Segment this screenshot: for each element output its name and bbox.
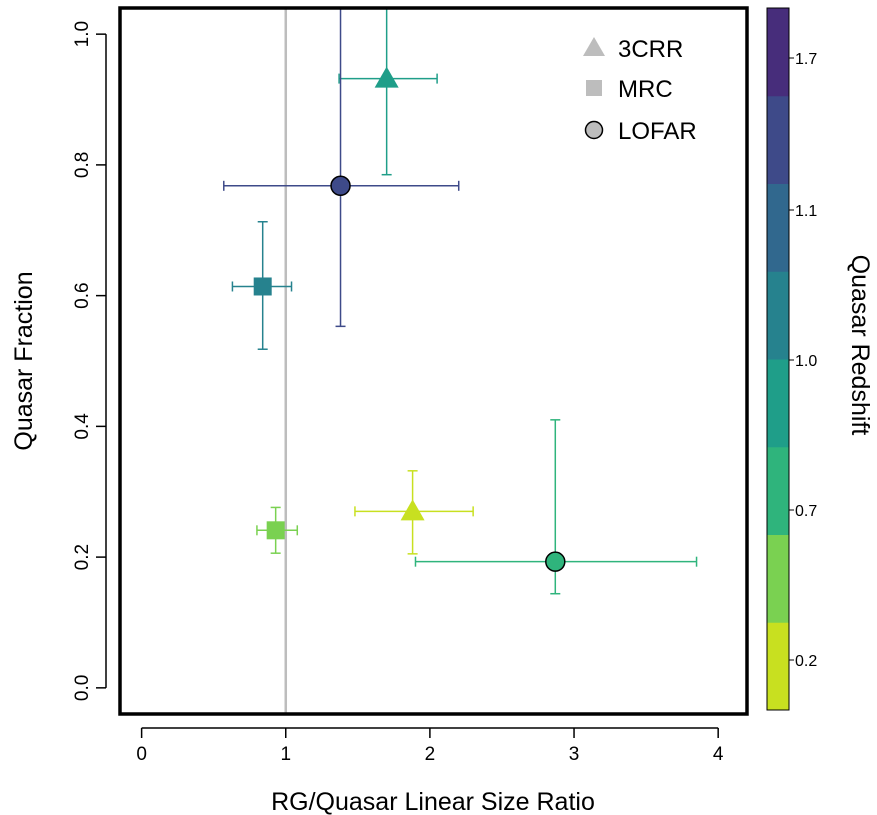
- y-axis: 0.0 0.2 0.4 0.6 0.8 1.0: [72, 21, 106, 701]
- y-tick-label: 0.8: [72, 152, 93, 178]
- colorbar-tick-label: 0.7: [795, 503, 817, 520]
- y-tick-label: 0.6: [72, 282, 93, 308]
- colorbar-segment: [767, 622, 789, 710]
- colorbar-segment: [767, 271, 789, 359]
- colorbar-tick-label: 0.2: [795, 653, 817, 670]
- triangle-marker: [401, 499, 425, 520]
- triangle-marker: [375, 67, 399, 88]
- legend-square-icon: [586, 80, 602, 96]
- colorbar-label: Quasar Redshift: [846, 255, 874, 436]
- x-tick-label: 1: [280, 744, 291, 765]
- colorbar-segment: [767, 535, 789, 623]
- data-point-3crr: [355, 471, 473, 554]
- circle-marker: [546, 552, 565, 571]
- colorbar-segment: [767, 184, 789, 272]
- x-tick-label: 3: [569, 744, 580, 765]
- legend-label: 3CRR: [618, 36, 683, 63]
- data-point-mrc: [257, 507, 297, 553]
- legend-entry-3crr: 3CRR: [583, 36, 683, 63]
- data-point-mrc: [232, 222, 291, 349]
- legend-entry-mrc: MRC: [586, 76, 673, 103]
- plot-frame: [120, 8, 747, 714]
- colorbar: 0.2 0.7 1.0 1.1 1.7: [767, 8, 817, 711]
- legend-label: LOFAR: [618, 118, 697, 145]
- x-tick-label: 2: [425, 744, 436, 765]
- x-tick-label: 0: [136, 744, 147, 765]
- colorbar-tick-label: 1.0: [795, 353, 817, 370]
- y-tick-label: 1.0: [72, 21, 93, 47]
- legend-circle-icon: [586, 122, 603, 139]
- x-axis-label: RG/Quasar Linear Size Ratio: [271, 788, 595, 815]
- colorbar-tick-label: 1.7: [795, 51, 817, 68]
- colorbar-segment: [767, 8, 789, 96]
- legend-entry-lofar: LOFAR: [586, 118, 697, 145]
- y-axis-label: Quasar Fraction: [10, 271, 38, 450]
- colorbar-segment: [767, 96, 789, 184]
- colorbar-tick-label: 1.1: [795, 203, 817, 220]
- data-point-3crr: [339, 8, 437, 175]
- colorbar-segment: [767, 447, 789, 535]
- legend: 3CRR MRC LOFAR: [583, 36, 697, 145]
- colorbar-segment: [767, 359, 789, 447]
- square-marker: [267, 521, 285, 539]
- legend-label: MRC: [618, 76, 673, 103]
- y-tick-label: 0.4: [72, 413, 93, 440]
- data-point-lofar: [415, 420, 696, 594]
- x-axis: 0 1 2 3 4: [136, 728, 724, 765]
- y-tick-label: 0.2: [72, 544, 93, 570]
- square-marker: [254, 277, 272, 295]
- circle-marker: [331, 176, 350, 195]
- x-tick-label: 4: [713, 744, 724, 765]
- legend-triangle-icon: [583, 37, 605, 56]
- y-tick-label: 0.0: [72, 675, 93, 701]
